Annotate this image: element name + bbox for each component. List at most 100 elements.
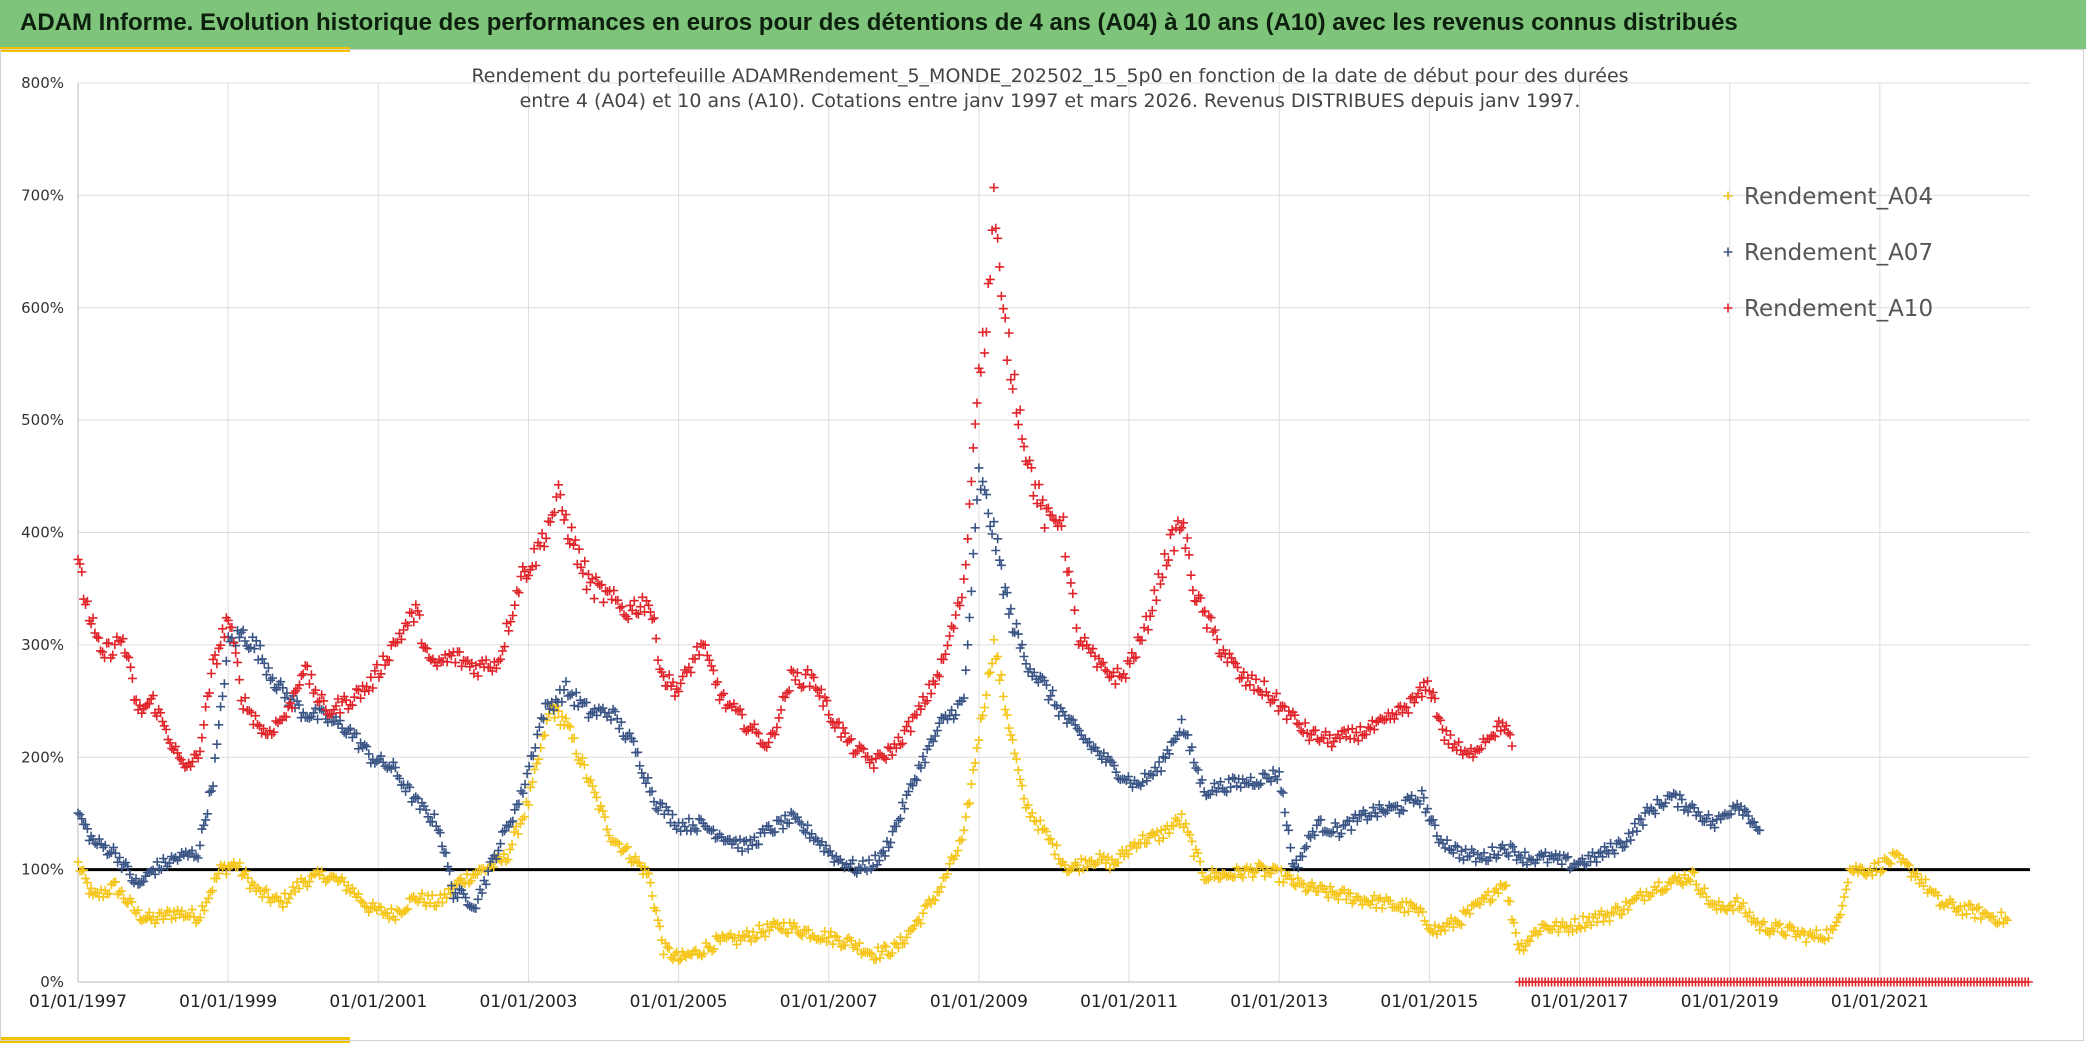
rendement-a07-point [1220, 786, 1230, 796]
rendement-a07-point [1029, 668, 1039, 677]
rendement-a10-point [1335, 734, 1345, 743]
rendement-a10-point [976, 367, 986, 377]
rendement-a10-point [360, 687, 370, 696]
rendement-a10-point [114, 636, 124, 646]
rendement-a10-point [537, 528, 547, 538]
rendement-a10-point [1409, 698, 1419, 708]
rendement-a04-point [288, 882, 298, 892]
rendement-a04-point [86, 883, 96, 893]
rendement-a10-point [1369, 725, 1379, 735]
rendement-a04-point [674, 956, 684, 966]
rendement-a10-point [741, 726, 751, 736]
rendement-a10-point [1072, 623, 1081, 633]
rendement-a10-point [762, 742, 772, 752]
rendement-a04-point [1553, 927, 1563, 937]
rendement-a07-point [569, 701, 579, 711]
rendement-a07-point [1479, 848, 1489, 858]
rendement-a10-point [473, 671, 483, 681]
rendement-a10-point [674, 686, 684, 696]
rendement-a10-point [1353, 736, 1363, 746]
rendement-a10-point [1476, 744, 1486, 753]
rendement-a04-point [592, 792, 602, 802]
rendement-a07-point [530, 743, 540, 753]
rendement-a10-point [739, 724, 749, 734]
rendement-a04-point [910, 921, 920, 931]
rendement-a07-point [1689, 803, 1699, 813]
rendement-a04-point [1226, 871, 1236, 881]
rendement-a07-point [1518, 858, 1528, 868]
rendement-a04-point [985, 667, 995, 677]
rendement-a10-point [1131, 652, 1141, 662]
rendement-a04-point [1072, 860, 1082, 870]
rendement-a07-point [1175, 727, 1185, 737]
rendement-a07-point [653, 806, 663, 815]
rendement-a07-point [1042, 680, 1051, 690]
rendement-a10-point [165, 738, 175, 748]
rendement-a10-point [380, 660, 390, 670]
rendement-a10-point [238, 704, 248, 714]
rendement-a07-point [498, 827, 507, 837]
rendement-a04-point [740, 932, 750, 942]
rendement-a04-point [505, 845, 515, 854]
rendement-a04-point [980, 703, 990, 712]
rendement-a07-point [534, 722, 544, 732]
rendement-a04-point [1886, 859, 1896, 869]
rendement-a04-point [205, 887, 215, 897]
rendement-a04-point [1641, 887, 1651, 897]
rendement-a07-point [1017, 640, 1027, 650]
rendement-a07-point [253, 655, 263, 665]
rendement-a07-point [536, 713, 546, 723]
rendement-a10-point [591, 572, 601, 582]
rendement-a07-point [524, 761, 534, 771]
rendement-a10-point [1017, 434, 1027, 444]
rendement-a07-point [1268, 765, 1278, 775]
rendement-a07-point [1150, 763, 1160, 772]
rendement-a04-point [1996, 907, 2006, 917]
rendement-a10-point [108, 650, 118, 660]
rendement-a04-point [1523, 935, 1533, 945]
rendement-a07-point [1423, 804, 1432, 814]
rendement-a10-point [768, 728, 778, 738]
rendement-a07-point [522, 769, 532, 779]
rendement-a04-point [1050, 849, 1060, 859]
rendement-a10-point [1436, 715, 1446, 725]
rendement-a10-point [749, 719, 759, 729]
rendement-a07-point [1326, 828, 1336, 838]
rendement-a07-point [201, 815, 211, 825]
rendement-a07-point [1677, 795, 1687, 805]
rendement-a04-point [1287, 874, 1296, 884]
rendement-a04-point [241, 866, 251, 876]
rendement-a10-point [1078, 641, 1088, 651]
rendement-a10-point [86, 619, 96, 629]
rendement-a10-point [582, 584, 592, 594]
rendement-a04-point [1676, 878, 1686, 888]
rendement-a10-point [508, 611, 518, 620]
rendement-a04-point [177, 906, 187, 916]
rendement-a10-point [580, 556, 590, 566]
rendement-a04-point [127, 897, 137, 907]
rendement-a10-point [713, 677, 722, 687]
rendement-a04-point [345, 887, 355, 897]
rendement-a07-point [337, 723, 347, 733]
rendement-a10-point [417, 638, 426, 648]
rendement-a04-point [881, 942, 891, 952]
rendement-a04-point [1769, 926, 1779, 936]
rendement-a04-point [1847, 866, 1857, 876]
rendement-a10-point [1274, 706, 1283, 716]
rendement-a07-point [1500, 844, 1509, 854]
rendement-a07-point [345, 723, 355, 733]
rendement-a10-point [887, 750, 897, 760]
rendement-a04-point [1832, 917, 1842, 927]
rendement-a10-point [895, 740, 905, 750]
rendement-a10-point [281, 712, 291, 722]
rendement-a04-point [598, 806, 608, 816]
rendement-a10-point [706, 661, 716, 671]
rendement-a07-point [1286, 843, 1295, 853]
rendement-a10-point [426, 655, 436, 665]
rendement-a04-point [530, 765, 540, 774]
rendement-a10-point [352, 684, 361, 694]
rendement-a10-point [857, 743, 866, 753]
rendement-a07-point [150, 869, 160, 879]
rendement-a04-point [1639, 895, 1649, 905]
x-tick-label: 01/01/2001 [329, 992, 427, 1012]
